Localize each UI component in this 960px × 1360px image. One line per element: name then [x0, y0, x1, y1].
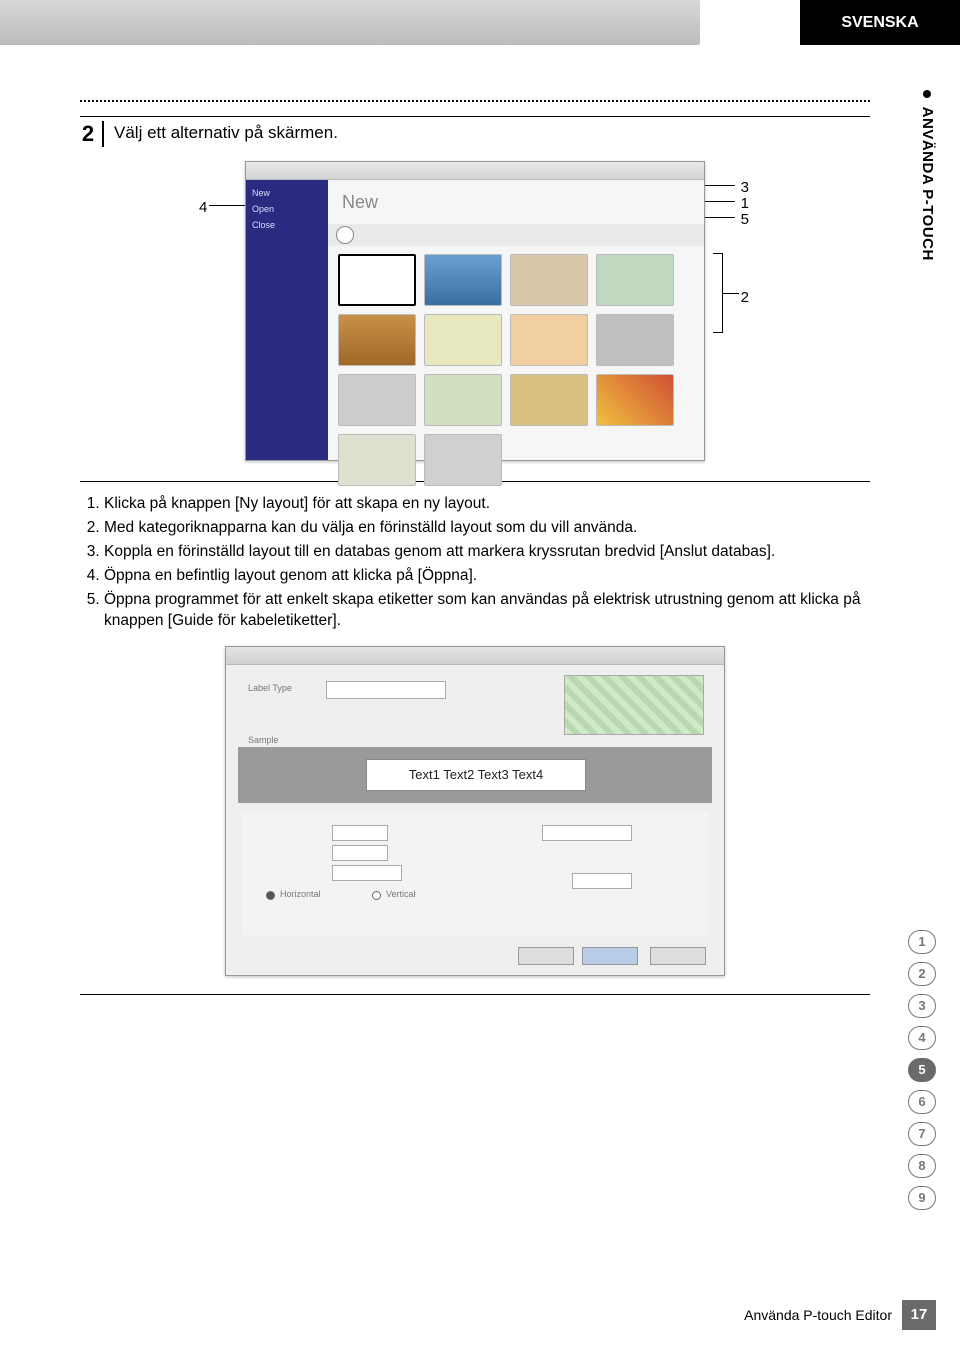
nav-pill[interactable]: 3 — [908, 994, 936, 1018]
instruction-item: Med kategoriknapparna kan du välja en fö… — [104, 518, 870, 539]
orientation-horizontal-radio[interactable] — [266, 891, 275, 900]
sidebar-item-new[interactable]: New — [252, 188, 270, 198]
template-thumb[interactable] — [338, 434, 416, 486]
screenshot-new-dialog: New Open Close New — [245, 161, 705, 461]
callout-2: 2 — [741, 289, 749, 306]
callout-1: 1 — [741, 195, 749, 212]
combo-field[interactable] — [332, 865, 402, 881]
template-thumb[interactable] — [338, 254, 416, 306]
nav-pill[interactable]: 4 — [908, 1026, 936, 1050]
header-gradient-band — [0, 0, 700, 45]
font-combo[interactable] — [542, 825, 632, 841]
nav-pill[interactable]: 9 — [908, 1186, 936, 1210]
dotted-divider — [80, 100, 870, 102]
orientation-h-label: Horizontal — [280, 889, 321, 899]
header-language-badge: SVENSKA — [800, 0, 960, 45]
orientation-v-label: Vertical — [386, 889, 416, 899]
instruction-item: Klicka på knappen [Ny layout] för att sk… — [104, 494, 870, 515]
instruction-item: Koppla en förinställd layout till en dat… — [104, 542, 870, 563]
num-field[interactable] — [332, 845, 388, 861]
solid-divider-bottom — [80, 994, 870, 995]
template-thumb[interactable] — [596, 374, 674, 426]
template-thumb[interactable] — [596, 254, 674, 306]
settings-panel: Horizontal Vertical — [242, 813, 708, 935]
bullet-icon — [923, 90, 931, 98]
step-number: 2 — [80, 121, 104, 147]
sidebar-item-open[interactable]: Open — [252, 204, 274, 214]
dialog-button[interactable] — [650, 947, 706, 965]
template-thumb[interactable] — [424, 374, 502, 426]
template-thumb[interactable] — [510, 254, 588, 306]
footer-page: 17 — [902, 1300, 936, 1330]
template-thumb[interactable] — [510, 374, 588, 426]
nav-pill[interactable]: 7 — [908, 1122, 936, 1146]
sidebar-item-close[interactable]: Close — [252, 220, 275, 230]
nav-pill-active[interactable]: 5 — [908, 1058, 936, 1082]
preview-image — [564, 675, 704, 735]
ok-button[interactable] — [582, 947, 638, 965]
template-thumb[interactable] — [338, 374, 416, 426]
chapter-side-label: ANVÄNDA P-TOUCH — [919, 90, 936, 261]
footer: Använda P-touch Editor 17 — [744, 1300, 936, 1330]
screenshot-cable-dialog: Label Type Sample Text1 Text2 Text3 Text… — [225, 646, 725, 976]
template-thumb[interactable] — [424, 254, 502, 306]
figure-1-wrap: 4 3 1 5 2 New Open Close New — [205, 161, 745, 471]
chapter-text: ANVÄNDA P-TOUCH — [919, 107, 936, 261]
num-field[interactable] — [332, 825, 388, 841]
tool-button[interactable] — [336, 226, 354, 244]
template-thumb[interactable] — [424, 434, 502, 486]
window-titlebar — [246, 162, 704, 180]
label-type-select[interactable] — [326, 681, 446, 699]
callout-3: 3 — [741, 179, 749, 196]
callout-line — [723, 293, 739, 294]
instruction-item: Öppna programmet för att enkelt skapa et… — [104, 590, 870, 632]
step-text: Välj ett alternativ på skärmen. — [104, 121, 338, 143]
bracket-icon — [713, 253, 723, 333]
sidebar-panel: New Open Close — [246, 180, 328, 460]
callout-4: 4 — [199, 199, 207, 216]
template-thumbnail-grid — [338, 254, 698, 486]
nav-pill[interactable]: 6 — [908, 1090, 936, 1114]
page-nav: 1 2 3 4 5 6 7 8 9 — [908, 930, 936, 1210]
main-content: 2 Välj ett alternativ på skärmen. 4 3 1 … — [80, 100, 870, 995]
sample-chip: Text1 Text2 Text3 Text4 — [366, 759, 586, 791]
nav-pill[interactable]: 1 — [908, 930, 936, 954]
template-thumb[interactable] — [596, 314, 674, 366]
dialog-button[interactable] — [518, 947, 574, 965]
template-thumb[interactable] — [424, 314, 502, 366]
new-heading: New — [342, 192, 378, 213]
instruction-item: Öppna en befintlig layout genom att klic… — [104, 566, 870, 587]
callout-5: 5 — [741, 211, 749, 228]
instruction-list: Klicka på knappen [Ny layout] för att sk… — [80, 494, 870, 632]
nav-pill[interactable]: 2 — [908, 962, 936, 986]
toolbar — [328, 224, 704, 246]
step-row: 2 Välj ett alternativ på skärmen. — [80, 121, 870, 147]
template-thumb[interactable] — [338, 314, 416, 366]
solid-divider-top — [80, 116, 870, 117]
template-thumb[interactable] — [510, 314, 588, 366]
sample-label: Sample — [248, 735, 279, 745]
footer-label: Använda P-touch Editor — [744, 1307, 892, 1323]
label-type-label: Label Type — [248, 683, 292, 693]
window-titlebar — [226, 647, 724, 665]
combo-field[interactable] — [572, 873, 632, 889]
orientation-vertical-radio[interactable] — [372, 891, 381, 900]
nav-pill[interactable]: 8 — [908, 1154, 936, 1178]
